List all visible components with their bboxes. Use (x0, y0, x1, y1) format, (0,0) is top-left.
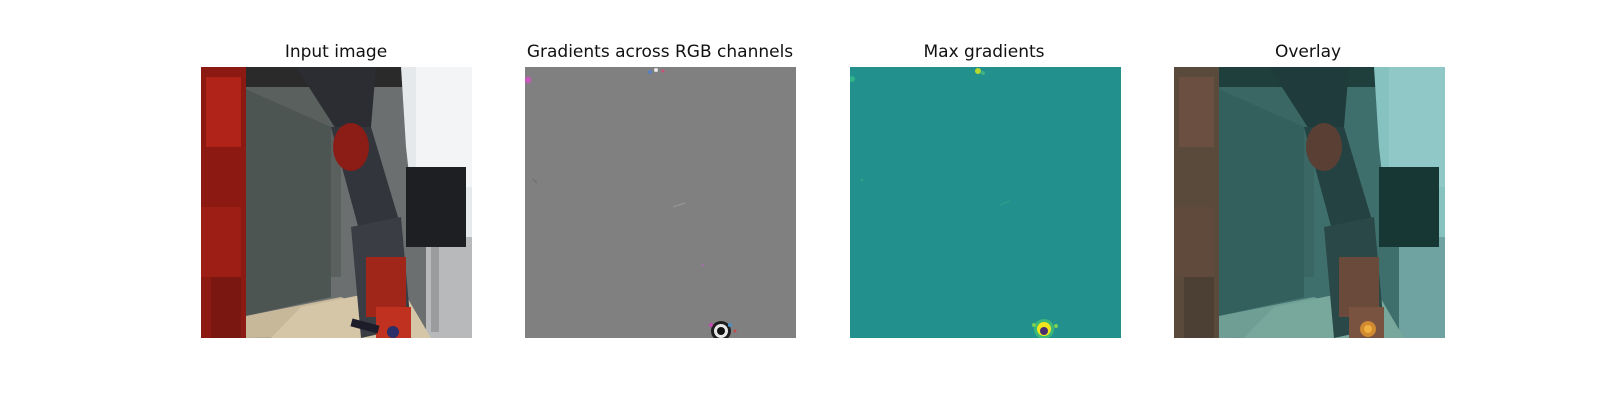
title-input-image: Input image (284, 42, 388, 62)
overlay-image (1174, 67, 1445, 338)
title-overlay: Overlay (1274, 42, 1342, 62)
title-gradients-rgb: Gradients across RGB channels (526, 42, 794, 62)
title-max-gradients: Max gradients (923, 42, 1045, 62)
input-image (201, 67, 472, 338)
max-gradients-image (850, 67, 1121, 338)
gradients-rgb-image (525, 67, 796, 338)
